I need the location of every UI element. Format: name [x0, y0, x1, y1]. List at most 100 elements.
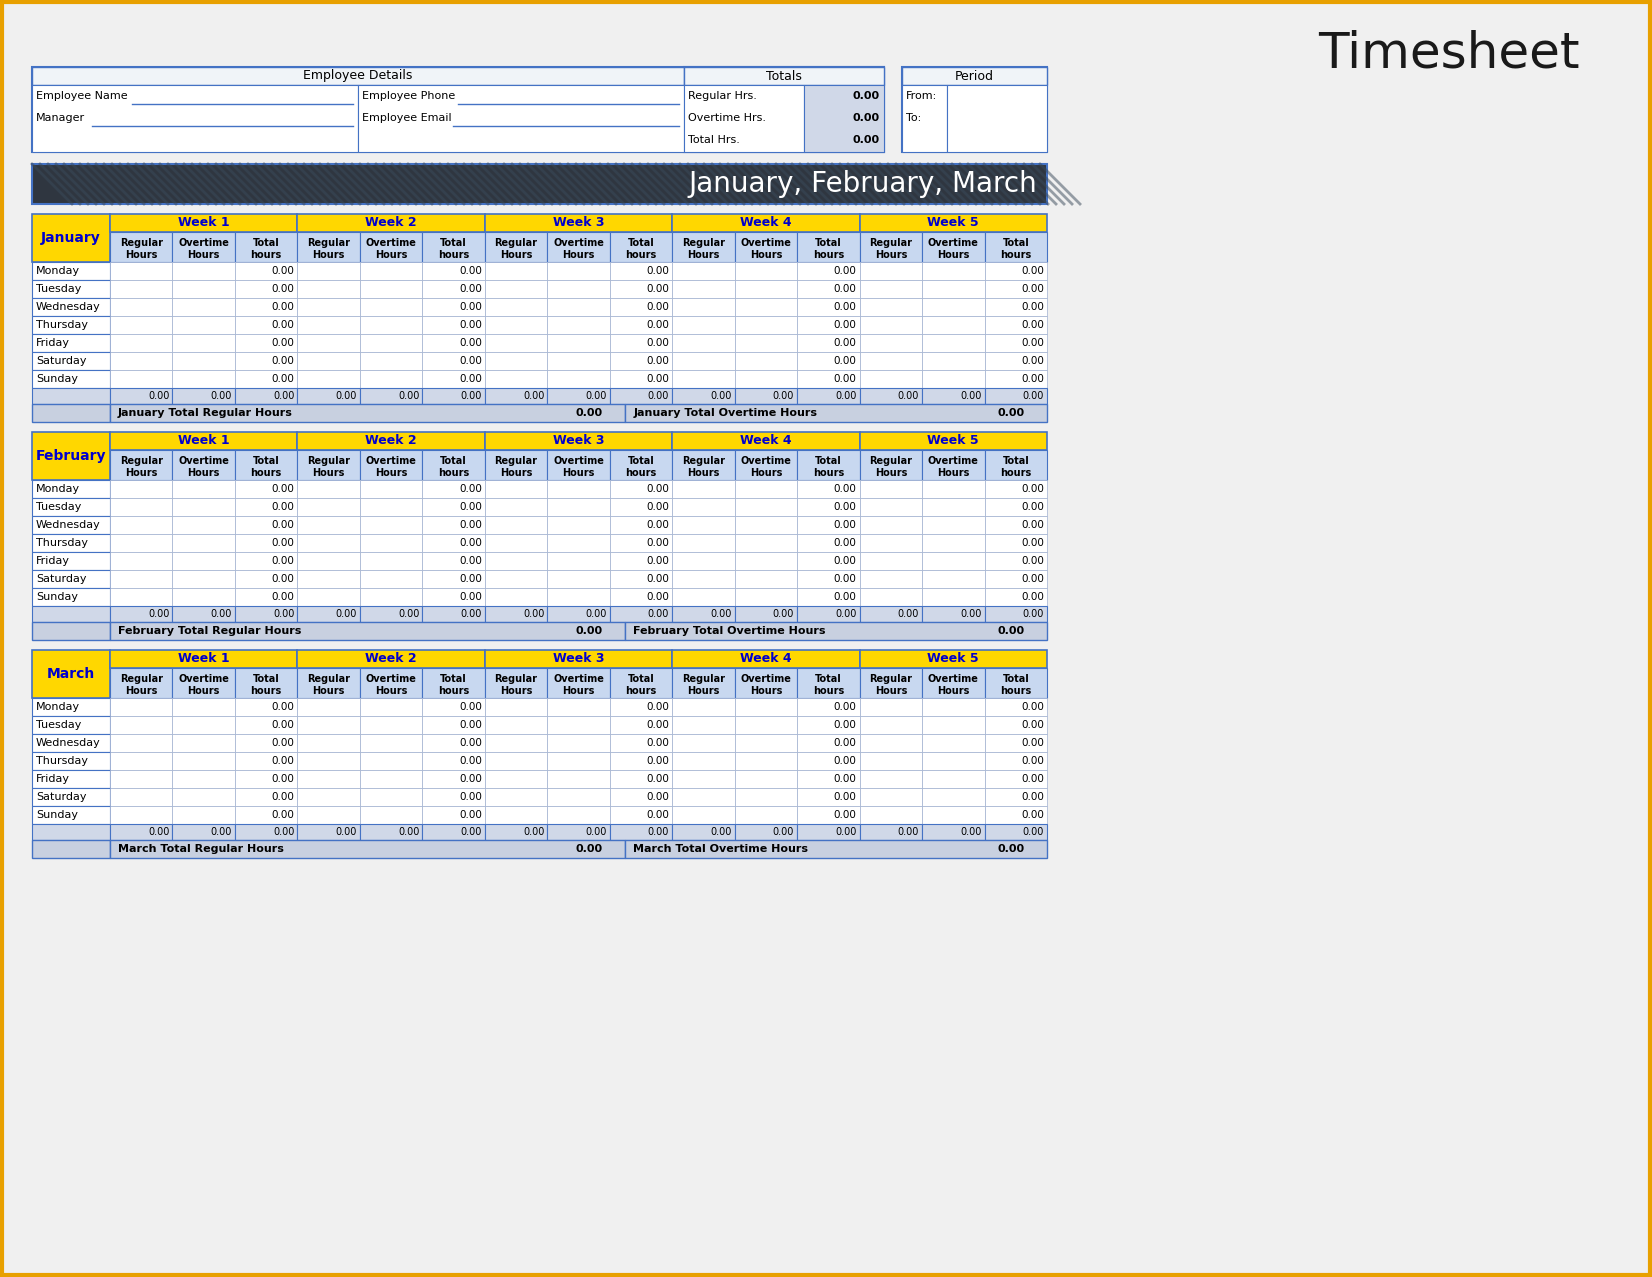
- Bar: [484, 607, 547, 622]
- Bar: [672, 370, 735, 388]
- Text: 0.00: 0.00: [1021, 301, 1044, 312]
- Text: hours: hours: [813, 249, 844, 259]
- Text: Regular: Regular: [307, 673, 350, 683]
- Text: 0.00: 0.00: [271, 573, 294, 584]
- Bar: [859, 770, 922, 788]
- Text: 0.00: 0.00: [271, 720, 294, 730]
- Text: 0.00: 0.00: [271, 283, 294, 294]
- Text: Week 4: Week 4: [740, 434, 791, 447]
- Bar: [610, 770, 672, 788]
- Text: 0.00: 0.00: [271, 555, 294, 566]
- Bar: [735, 752, 798, 770]
- Bar: [31, 607, 111, 622]
- Bar: [297, 806, 360, 824]
- Bar: [423, 498, 484, 516]
- Bar: [111, 570, 172, 587]
- Bar: [111, 587, 172, 607]
- Bar: [111, 404, 626, 421]
- Bar: [31, 840, 111, 858]
- Bar: [547, 587, 610, 607]
- Text: Hours: Hours: [375, 467, 408, 478]
- Text: 0.00: 0.00: [461, 609, 482, 619]
- Text: 0.00: 0.00: [585, 609, 606, 619]
- Text: 0.00: 0.00: [646, 738, 669, 748]
- Bar: [111, 622, 626, 640]
- Text: 0.00: 0.00: [1021, 720, 1044, 730]
- Bar: [172, 388, 235, 404]
- Bar: [922, 716, 985, 734]
- Bar: [484, 232, 547, 262]
- Bar: [484, 280, 547, 298]
- Bar: [31, 298, 111, 315]
- Bar: [484, 734, 547, 752]
- Text: 0.00: 0.00: [834, 774, 857, 784]
- Text: Regular: Regular: [307, 456, 350, 466]
- Bar: [423, 734, 484, 752]
- Text: 0.00: 0.00: [459, 702, 482, 713]
- Text: 0.00: 0.00: [646, 502, 669, 512]
- Text: 0.00: 0.00: [773, 391, 795, 401]
- Bar: [735, 770, 798, 788]
- Bar: [798, 668, 859, 699]
- Text: March: March: [46, 667, 96, 681]
- Bar: [423, 668, 484, 699]
- Text: 0.00: 0.00: [273, 609, 294, 619]
- Text: 0.00: 0.00: [834, 321, 857, 329]
- Text: hours: hours: [438, 686, 469, 696]
- Bar: [672, 352, 735, 370]
- Bar: [547, 806, 610, 824]
- Bar: [235, 450, 297, 480]
- Bar: [31, 552, 111, 570]
- Text: 0.00: 0.00: [459, 266, 482, 276]
- Text: 0.00: 0.00: [773, 609, 795, 619]
- Text: 0.00: 0.00: [852, 135, 881, 146]
- Bar: [423, 824, 484, 840]
- Text: hours: hours: [626, 686, 656, 696]
- Bar: [111, 335, 172, 352]
- Bar: [172, 734, 235, 752]
- Text: Total: Total: [439, 456, 468, 466]
- Text: 0.00: 0.00: [897, 609, 919, 619]
- Bar: [922, 752, 985, 770]
- Bar: [297, 315, 360, 335]
- Text: 0.00: 0.00: [149, 391, 170, 401]
- Bar: [484, 650, 672, 668]
- Bar: [798, 607, 859, 622]
- Text: Total Hrs.: Total Hrs.: [687, 135, 740, 146]
- Text: 0.00: 0.00: [459, 720, 482, 730]
- Text: 0.00: 0.00: [960, 827, 981, 836]
- Bar: [859, 298, 922, 315]
- Bar: [111, 699, 172, 716]
- Bar: [798, 280, 859, 298]
- Bar: [360, 388, 423, 404]
- Bar: [235, 734, 297, 752]
- Text: 0.00: 0.00: [271, 338, 294, 349]
- Bar: [985, 516, 1047, 534]
- Text: Sunday: Sunday: [36, 810, 78, 820]
- Text: 0.00: 0.00: [271, 266, 294, 276]
- Bar: [922, 315, 985, 335]
- Text: Hours: Hours: [126, 467, 157, 478]
- Text: hours: hours: [438, 467, 469, 478]
- Bar: [484, 587, 547, 607]
- Bar: [672, 587, 735, 607]
- Text: 0.00: 0.00: [852, 112, 881, 123]
- Bar: [484, 806, 547, 824]
- Bar: [610, 552, 672, 570]
- Bar: [484, 432, 672, 450]
- Bar: [735, 315, 798, 335]
- Text: 0.00: 0.00: [335, 609, 357, 619]
- Bar: [672, 432, 859, 450]
- Text: 0.00: 0.00: [646, 484, 669, 494]
- Text: 0.00: 0.00: [1021, 774, 1044, 784]
- Text: Regular: Regular: [494, 238, 537, 248]
- Text: 0.00: 0.00: [271, 792, 294, 802]
- Bar: [922, 552, 985, 570]
- Bar: [859, 699, 922, 716]
- Bar: [735, 370, 798, 388]
- Bar: [111, 262, 172, 280]
- Text: Overtime: Overtime: [928, 673, 978, 683]
- Bar: [297, 788, 360, 806]
- Bar: [235, 788, 297, 806]
- Bar: [859, 806, 922, 824]
